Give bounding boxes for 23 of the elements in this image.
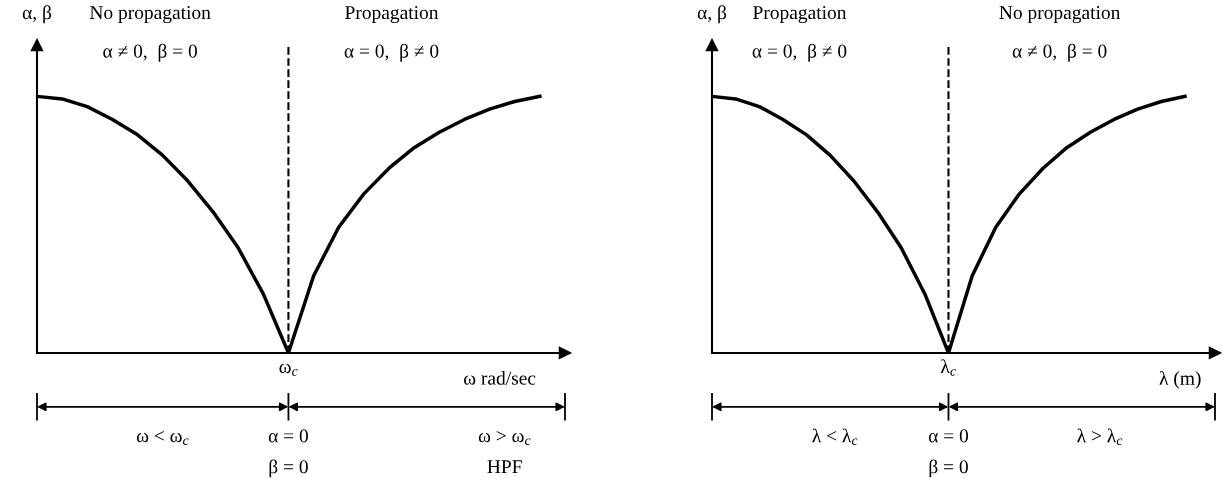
text: α = 0, β ≠ 0 xyxy=(344,43,439,62)
text: ω > ω$_{c}$ xyxy=(478,431,531,445)
text: α ≠ 0, β = 0 xyxy=(1012,43,1107,62)
text: Propagation xyxy=(753,6,847,24)
x-axis-title: ω rad/sec xyxy=(464,371,536,385)
text: No propagation xyxy=(999,6,1121,24)
text: α = 0, β ≠ 0 xyxy=(752,43,847,62)
y-axis-title: α, β xyxy=(22,5,52,24)
text: β = 0 xyxy=(929,459,968,478)
text: λ > λ$_{c}$ xyxy=(1077,428,1123,445)
x-axis-title: λ (m) xyxy=(1159,370,1201,389)
text: β = 0 xyxy=(269,459,308,478)
text: α = 0 xyxy=(928,429,969,443)
text: λ$_{c}$ xyxy=(940,359,956,376)
text: HPF xyxy=(487,460,522,474)
text: No propagation xyxy=(89,6,211,24)
text: ω < ω$_{c}$ xyxy=(136,431,189,445)
text: α = 0 xyxy=(268,429,308,443)
text: λ < λ$_{c}$ xyxy=(812,428,858,445)
y-axis-title: α, β xyxy=(697,5,727,24)
text: α ≠ 0, β = 0 xyxy=(103,43,197,62)
text: ω$_{c}$ xyxy=(279,363,298,376)
text: Propagation xyxy=(345,6,439,24)
